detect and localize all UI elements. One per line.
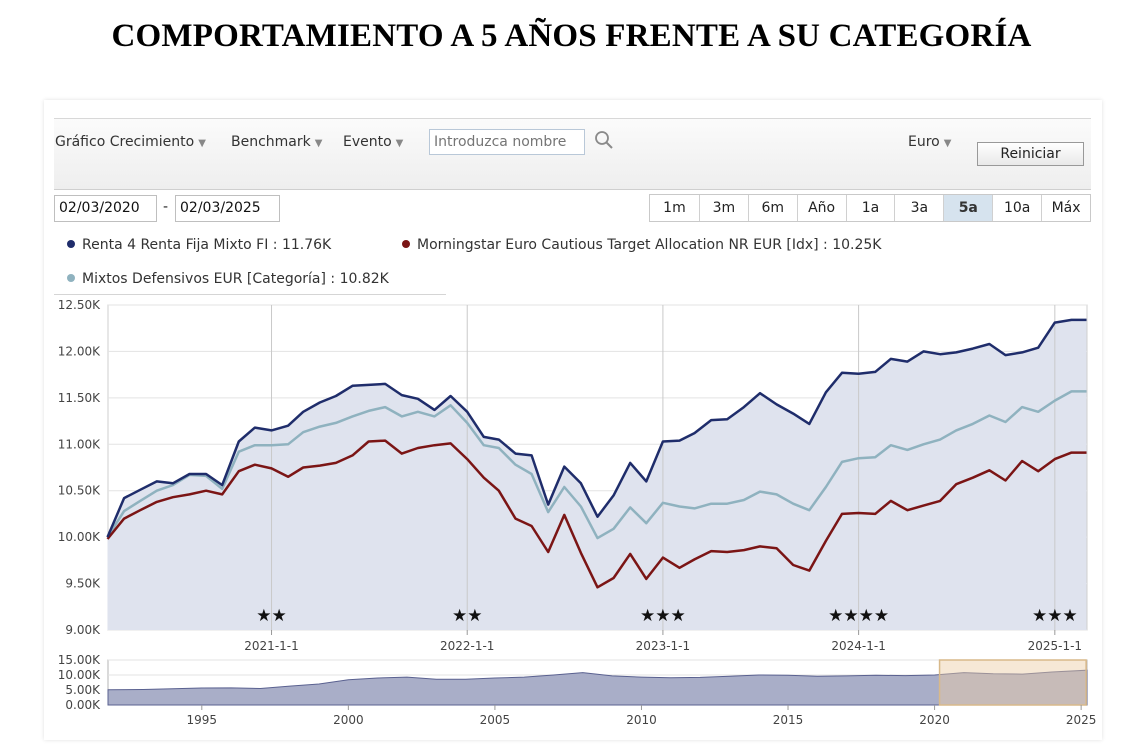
y-tick-label: 11.50K xyxy=(58,391,101,405)
end-date-field[interactable]: 02/03/2025 xyxy=(175,195,280,222)
navigator-x-label: 1995 xyxy=(187,713,218,727)
legend-divider xyxy=(54,294,446,295)
navigator-x-label: 2010 xyxy=(626,713,657,727)
legend-label: Renta 4 Renta Fija Mixto FI : 11.76K xyxy=(82,237,332,253)
navigator-y-label: 15.00K xyxy=(58,653,101,667)
star-rating-marker: ★★ xyxy=(256,606,286,626)
period-button[interactable]: 5a xyxy=(943,195,993,221)
y-tick-label: 9.00K xyxy=(65,623,101,637)
star-rating-marker: ★★★★ xyxy=(828,606,889,626)
period-button[interactable]: 3a xyxy=(894,195,944,221)
star-rating-marker: ★★★ xyxy=(1032,606,1078,626)
y-tick-label: 10.00K xyxy=(58,530,101,544)
star-rating-marker: ★★ xyxy=(452,606,482,626)
navigator-y-label: 0.00K xyxy=(65,698,101,712)
benchmark-label: Benchmark xyxy=(231,134,311,150)
search-icon[interactable] xyxy=(594,130,614,154)
legend-item-benchmark[interactable]: Morningstar Euro Cautious Target Allocat… xyxy=(402,237,881,253)
navigator-area xyxy=(107,669,1088,706)
benchmark-dropdown[interactable]: Benchmark ▼ xyxy=(231,134,322,150)
y-tick-label: 9.50K xyxy=(65,577,101,591)
x-tick-label: 2022-1-1 xyxy=(440,639,494,653)
period-button[interactable]: 3m xyxy=(698,195,748,221)
star-rating-marker: ★★★ xyxy=(640,606,686,626)
period-button[interactable]: 6m xyxy=(747,195,797,221)
event-dropdown[interactable]: Evento ▼ xyxy=(343,134,403,150)
legend-label: Mixtos Defensivos EUR [Categoría] : 10.8… xyxy=(82,271,389,287)
navigator-x-label: 2005 xyxy=(480,713,511,727)
y-tick-label: 12.00K xyxy=(58,344,101,358)
period-button[interactable]: Máx xyxy=(1041,195,1091,221)
chevron-down-icon: ▼ xyxy=(198,138,206,149)
series-line xyxy=(106,318,1087,538)
growth-chart-label: Gráfico Crecimiento xyxy=(55,134,195,150)
growth-chart-dropdown[interactable]: Gráfico Crecimiento ▼ xyxy=(55,134,206,150)
currency-dropdown[interactable]: Euro ▼ xyxy=(908,134,951,150)
navigator-y-label: 10.00K xyxy=(58,668,101,682)
navigator-x-label: 2020 xyxy=(919,713,950,727)
navigator-x-label: 2015 xyxy=(773,713,804,727)
page-title: COMPORTAMIENTO A 5 AÑOS FRENTE A SU CATE… xyxy=(111,18,1032,54)
navigator-y-label: 5.00K xyxy=(65,683,101,697)
series-line xyxy=(106,439,1087,589)
x-tick-label: 2024-1-1 xyxy=(831,639,885,653)
legend-label: Morningstar Euro Cautious Target Allocat… xyxy=(417,237,882,253)
period-button[interactable]: Año xyxy=(796,195,846,221)
start-date-field[interactable]: 02/03/2020 xyxy=(54,195,157,222)
x-tick-label: 2021-1-1 xyxy=(244,639,298,653)
x-tick-label: 2023-1-1 xyxy=(636,639,690,653)
legend-item-fund[interactable]: Renta 4 Renta Fija Mixto FI : 11.76K xyxy=(67,237,331,253)
navigator-range-selector[interactable] xyxy=(938,659,1087,706)
period-button[interactable]: 1a xyxy=(845,195,895,221)
reset-button[interactable]: Reiniciar xyxy=(977,142,1084,166)
y-tick-label: 11.00K xyxy=(58,437,101,451)
event-label: Evento xyxy=(343,134,392,150)
period-button[interactable]: 1m xyxy=(650,195,699,221)
navigator-x-label: 2000 xyxy=(333,713,364,727)
legend-item-category[interactable]: Mixtos Defensivos EUR [Categoría] : 10.8… xyxy=(67,271,389,287)
legend-marker xyxy=(67,240,75,248)
chevron-down-icon: ▼ xyxy=(314,138,323,149)
date-separator: - xyxy=(163,199,169,215)
y-tick-label: 12.50K xyxy=(58,298,101,312)
chevron-down-icon: ▼ xyxy=(395,138,404,149)
navigator-x-label: 2025 xyxy=(1066,713,1097,727)
search-input[interactable] xyxy=(429,129,585,155)
chevron-down-icon: ▼ xyxy=(943,138,952,149)
currency-label: Euro xyxy=(908,134,940,150)
series-line xyxy=(106,390,1087,540)
legend-marker xyxy=(67,274,75,282)
y-tick-label: 10.50K xyxy=(58,484,101,498)
fund-area-fill xyxy=(107,319,1087,630)
period-button[interactable]: 10a xyxy=(992,195,1042,221)
period-selector: 1m 3m 6m Año 1a 3a 5a 10a Máx xyxy=(649,194,1092,222)
x-tick-label: 2025-1-1 xyxy=(1028,639,1082,653)
legend-marker xyxy=(402,240,410,248)
